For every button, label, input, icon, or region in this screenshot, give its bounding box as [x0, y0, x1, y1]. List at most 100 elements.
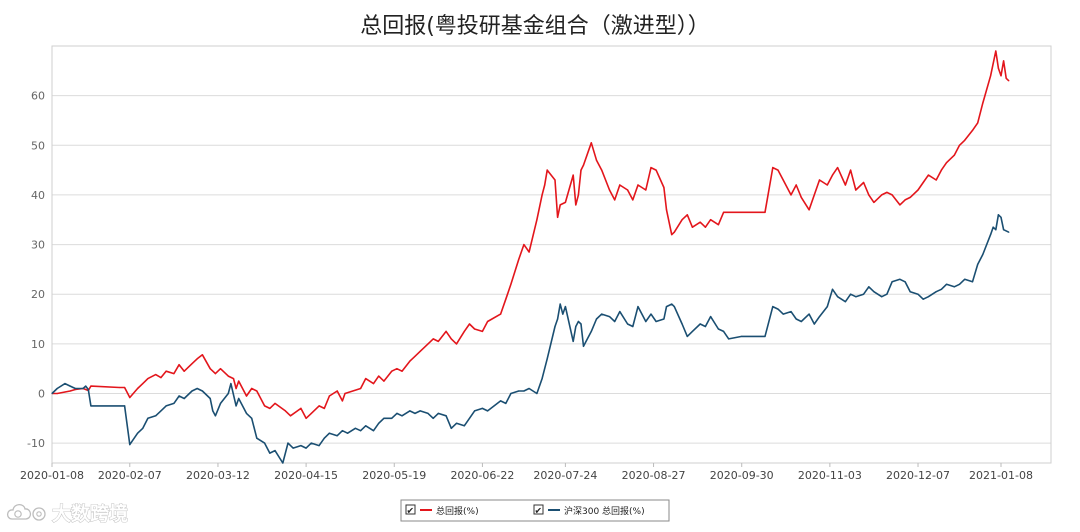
data-point [269, 407, 271, 409]
data-point [147, 378, 149, 380]
data-point [129, 396, 131, 399]
data-point [230, 383, 232, 385]
data-point [995, 229, 997, 231]
data-point [995, 50, 997, 52]
data-point [627, 323, 629, 325]
data-point [564, 201, 567, 203]
data-point [256, 437, 258, 439]
data-point [777, 308, 779, 310]
data-point [673, 231, 675, 233]
data-point [691, 330, 694, 332]
data-point [650, 167, 652, 169]
data-point [284, 410, 286, 412]
legend-item-2[interactable]: ✔ 沪深300 总回报(%) [533, 504, 645, 517]
data-point [572, 340, 574, 342]
data-point [528, 251, 530, 253]
y-tick-label: 30 [31, 239, 45, 252]
data-point [922, 298, 924, 300]
data-point [953, 286, 955, 288]
data-point [505, 402, 507, 404]
data-point [577, 320, 580, 323]
data-point [209, 368, 211, 370]
data-point [990, 234, 992, 236]
data-point [90, 385, 92, 387]
data-point [582, 164, 585, 166]
data-point [238, 397, 240, 400]
data-point [64, 391, 66, 393]
data-point [850, 169, 852, 171]
data-point [873, 201, 875, 203]
data-point [269, 452, 271, 454]
data-point [717, 328, 720, 330]
data-point [463, 425, 465, 427]
data-point [396, 368, 398, 370]
data-point [300, 445, 302, 447]
data-point [582, 345, 585, 347]
data-point [391, 370, 393, 372]
data-point [886, 293, 888, 295]
data-point [863, 181, 865, 184]
data-point [360, 387, 362, 390]
data-point [137, 432, 139, 434]
data-point [559, 303, 561, 305]
data-point [546, 358, 548, 360]
data-point [964, 278, 966, 280]
data-point [500, 313, 502, 315]
legend-item-1[interactable]: ✔ 总回报(%) [405, 504, 479, 517]
data-point [142, 383, 144, 385]
data-point [637, 184, 639, 186]
data-point [580, 169, 582, 171]
data-point [608, 316, 611, 318]
data-point [414, 412, 416, 414]
data-point [795, 318, 797, 320]
data-point [450, 338, 452, 340]
data-point [124, 405, 126, 407]
data-point [909, 196, 911, 198]
plot-area-frame [51, 45, 1052, 464]
x-tick-label: 2020-01-08 [20, 469, 84, 482]
data-point [886, 191, 888, 193]
data-point [378, 375, 380, 377]
x-tick-label: 2020-03-12 [186, 469, 250, 482]
chart-legend: ✔ 总回报(%) ✔ 沪深300 总回报(%) [400, 499, 670, 522]
data-point [868, 286, 870, 288]
legend-checkbox[interactable] [405, 504, 416, 515]
data-point [997, 67, 1000, 69]
data-point [601, 313, 603, 315]
data-point [663, 318, 665, 320]
data-point [118, 386, 120, 389]
data-point [87, 388, 89, 391]
data-point [414, 355, 416, 357]
data-point [219, 368, 222, 370]
data-point [196, 358, 198, 360]
data-point [844, 301, 847, 303]
data-point [409, 360, 411, 362]
data-point [671, 303, 673, 305]
data-point [881, 296, 883, 298]
data-point [1008, 80, 1010, 82]
legend-checkbox[interactable] [533, 504, 544, 515]
data-point [160, 377, 162, 379]
data-point [619, 311, 621, 313]
data-point [559, 204, 561, 206]
data-point [992, 62, 994, 64]
data-point [557, 216, 559, 218]
data-point [518, 258, 520, 261]
data-point [850, 293, 852, 295]
data-point [782, 179, 784, 181]
data-point [632, 199, 634, 201]
data-point [844, 184, 847, 186]
data-point [274, 402, 276, 404]
data-point [575, 204, 577, 206]
data-point [818, 179, 821, 181]
data-point [927, 296, 930, 298]
x-tick-label: 2020-05-19 [362, 469, 426, 482]
data-point [1000, 75, 1002, 77]
data-point [614, 199, 616, 201]
data-point [971, 129, 974, 131]
data-point [209, 397, 211, 400]
data-point [201, 354, 203, 356]
data-point [971, 281, 974, 283]
data-point [764, 335, 766, 337]
data-point [855, 189, 857, 191]
